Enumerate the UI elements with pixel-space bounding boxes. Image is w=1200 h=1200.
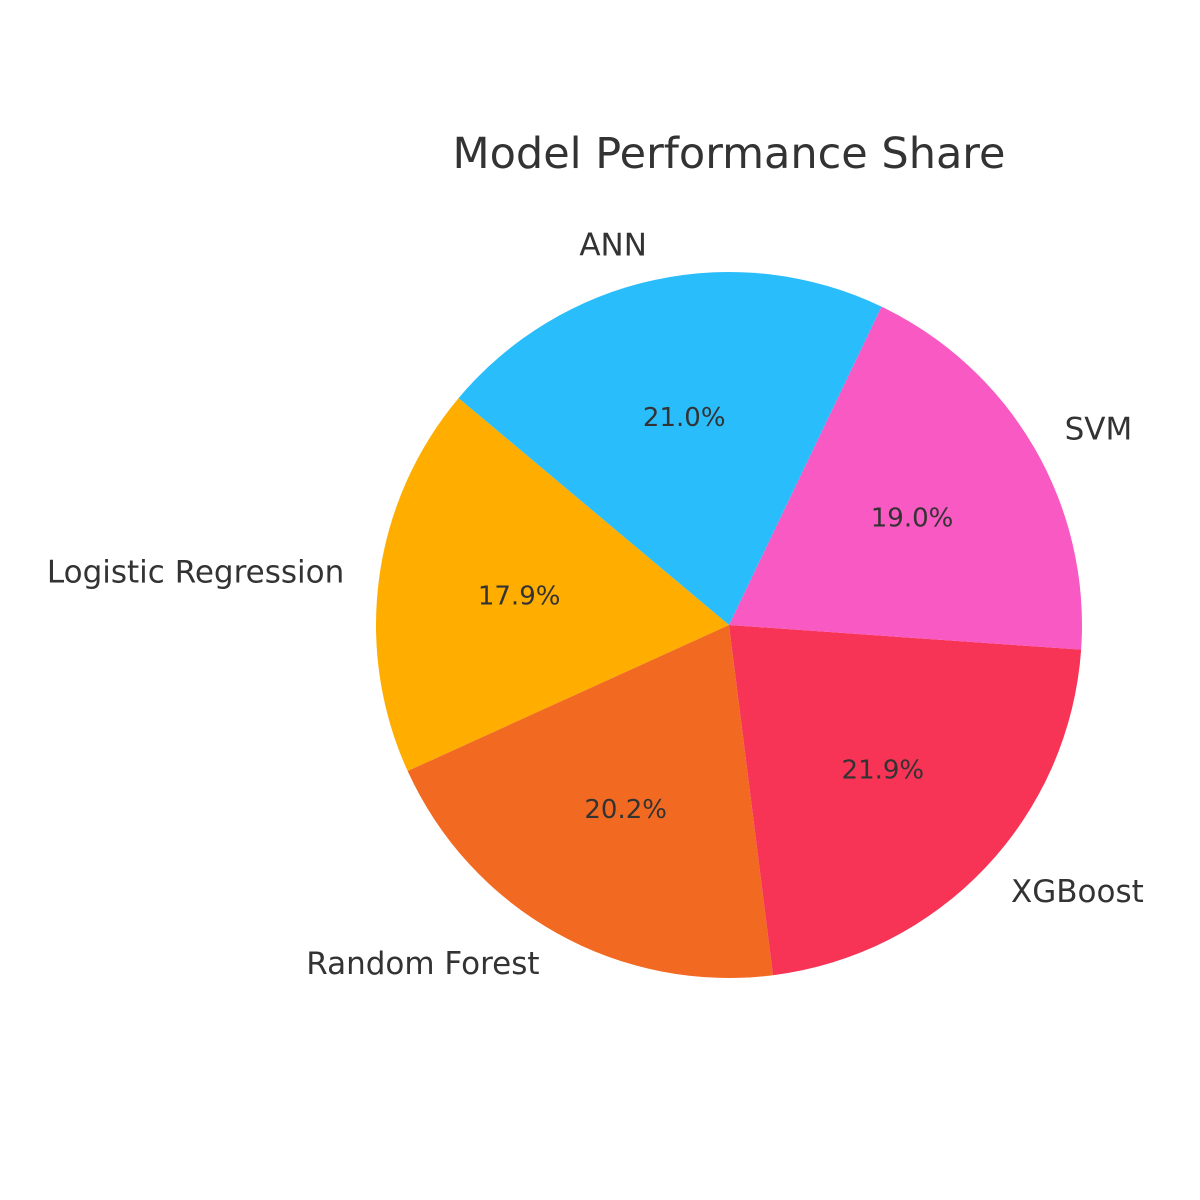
pie-category-label: SVM [1065, 412, 1133, 448]
pie-percent-label: 21.0% [643, 403, 726, 433]
pie-percent-label: 20.2% [584, 795, 667, 825]
pie-category-label: Logistic Regression [47, 554, 344, 590]
pie-percent-label: 19.0% [871, 503, 954, 533]
pie-slices [376, 272, 1082, 978]
pie-slice-random-forest [407, 625, 773, 978]
pie-percent-label: 17.9% [478, 581, 561, 611]
pie-slice-ann [458, 272, 882, 625]
pie-category-label: XGBoost [1011, 874, 1144, 910]
pie-labels: 17.9% Logistic Regression 20.2% Random Fore… [47, 227, 1144, 981]
pie-slice-svm [729, 306, 1082, 650]
pie-percent-label: 21.9% [842, 756, 925, 786]
pie-category-label: Random Forest [306, 946, 539, 982]
chart-title: Model Performance Share [452, 129, 1005, 179]
pie-slice-logistic-regression [376, 398, 729, 772]
pie-category-label: ANN [579, 227, 647, 263]
pie-slice-xgboost [729, 625, 1082, 976]
